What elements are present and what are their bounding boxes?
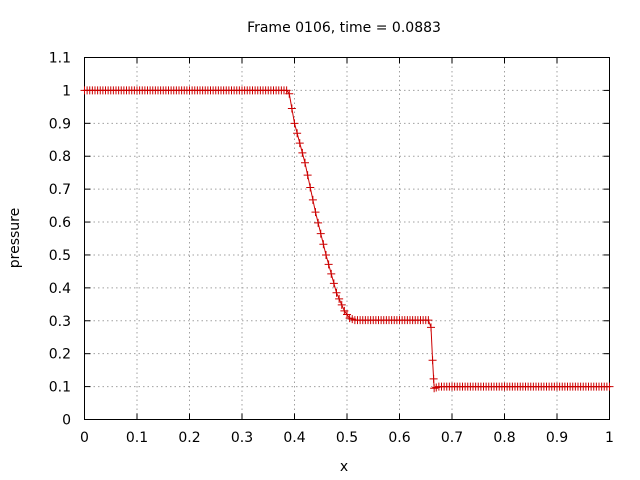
- data-point: [337, 300, 346, 309]
- series-pressure: [80, 86, 614, 393]
- y-tick-label: 1: [62, 83, 71, 99]
- chart-title: Frame 0106, time = 0.0883: [247, 20, 441, 36]
- y-tick-labels: 0 0.1 0.2 0.3 0.4 0.5 0.6 0.7 0.8 0.9 1 1.1: [49, 51, 71, 429]
- data-point: [335, 294, 344, 303]
- x-tick-label: 1: [605, 430, 614, 446]
- x-tick-label: 0.2: [178, 430, 200, 446]
- x-tick-label: 0.4: [283, 430, 305, 446]
- data-point: [430, 384, 439, 393]
- data-point: [290, 119, 299, 128]
- data-point: [429, 374, 438, 383]
- data-point: [324, 260, 333, 269]
- data-point: [303, 171, 312, 180]
- data-point: [311, 208, 320, 217]
- data-point: [301, 158, 309, 167]
- data-point: [293, 129, 302, 138]
- x-tick-label: 0.9: [546, 430, 568, 446]
- x-tick-label: 0.6: [388, 430, 410, 446]
- data-point: [322, 250, 330, 259]
- x-tick-labels: 0 0.1 0.2 0.3 0.4 0.5 0.6 0.7 0.8 0.9 1: [80, 430, 614, 446]
- y-tick-label: 0.8: [49, 149, 71, 165]
- y-tick-label: 1.1: [49, 51, 71, 67]
- y-tick-label: 0.2: [49, 347, 71, 363]
- grid: [84, 57, 610, 420]
- data-point: [316, 229, 325, 238]
- x-tick-label: 0.8: [493, 430, 515, 446]
- data-point: [605, 382, 614, 391]
- y-tick-label: 0: [62, 413, 71, 429]
- data-point: [295, 139, 304, 148]
- data-point: [428, 356, 437, 365]
- y-tick-label: 0.5: [49, 248, 71, 264]
- x-axis-label: x: [340, 459, 348, 475]
- data-point: [308, 195, 317, 204]
- y-tick-label: 0.6: [49, 215, 71, 231]
- data-point: [285, 89, 294, 98]
- x-tick-label: 0: [80, 430, 89, 446]
- axis-ticks: [84, 57, 610, 420]
- data-point: [327, 269, 336, 278]
- x-tick-label: 0.3: [231, 430, 253, 446]
- x-tick-label: 0.5: [336, 430, 358, 446]
- y-axis-label: pressure: [7, 208, 23, 268]
- y-tick-label: 0.9: [49, 116, 71, 132]
- x-tick-label: 0.1: [126, 430, 148, 446]
- data-point: [314, 218, 323, 227]
- y-tick-label: 0.3: [49, 314, 71, 330]
- data-point: [298, 148, 307, 157]
- data-point: [332, 288, 341, 297]
- data-point: [427, 323, 435, 332]
- y-tick-label: 0.7: [49, 182, 71, 198]
- data-point: [329, 279, 338, 288]
- data-point: [287, 104, 296, 113]
- x-tick-label: 0.7: [441, 430, 463, 446]
- data-point: [306, 183, 315, 192]
- y-tick-label: 0.4: [49, 281, 71, 297]
- data-point: [424, 316, 433, 325]
- y-tick-label: 0.1: [49, 380, 71, 396]
- data-point: [319, 240, 328, 249]
